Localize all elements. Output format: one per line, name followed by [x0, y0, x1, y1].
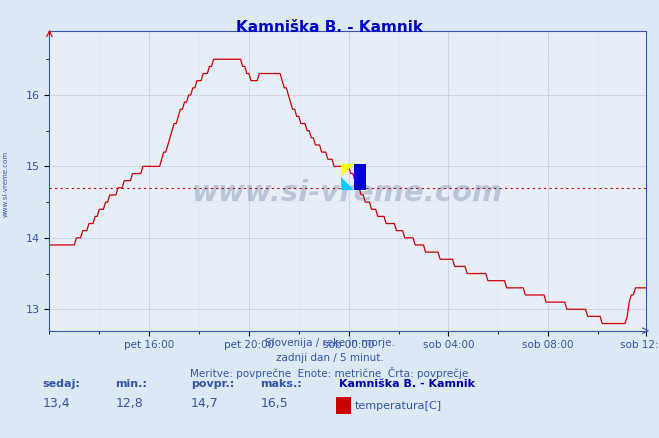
Polygon shape — [354, 164, 366, 190]
Polygon shape — [341, 164, 354, 177]
Text: Slovenija / reke in morje.: Slovenija / reke in morje. — [264, 338, 395, 348]
Text: 14,7: 14,7 — [191, 396, 219, 410]
Text: 13,4: 13,4 — [43, 396, 71, 410]
Text: Kamniška B. - Kamnik: Kamniška B. - Kamnik — [236, 20, 423, 35]
Text: min.:: min.: — [115, 379, 147, 389]
Text: Meritve: povprečne  Enote: metrične  Črta: povprečje: Meritve: povprečne Enote: metrične Črta:… — [190, 367, 469, 379]
Text: sedaj:: sedaj: — [43, 379, 80, 389]
Text: 16,5: 16,5 — [260, 396, 288, 410]
Text: www.si-vreme.com: www.si-vreme.com — [192, 179, 503, 207]
Polygon shape — [341, 177, 354, 190]
Text: povpr.:: povpr.: — [191, 379, 235, 389]
Text: 12,8: 12,8 — [115, 396, 143, 410]
Text: zadnji dan / 5 minut.: zadnji dan / 5 minut. — [275, 353, 384, 363]
Text: temperatura[C]: temperatura[C] — [355, 401, 442, 411]
Text: www.si-vreme.com: www.si-vreme.com — [2, 151, 9, 217]
Text: maks.:: maks.: — [260, 379, 302, 389]
Text: Kamniška B. - Kamnik: Kamniška B. - Kamnik — [339, 379, 475, 389]
